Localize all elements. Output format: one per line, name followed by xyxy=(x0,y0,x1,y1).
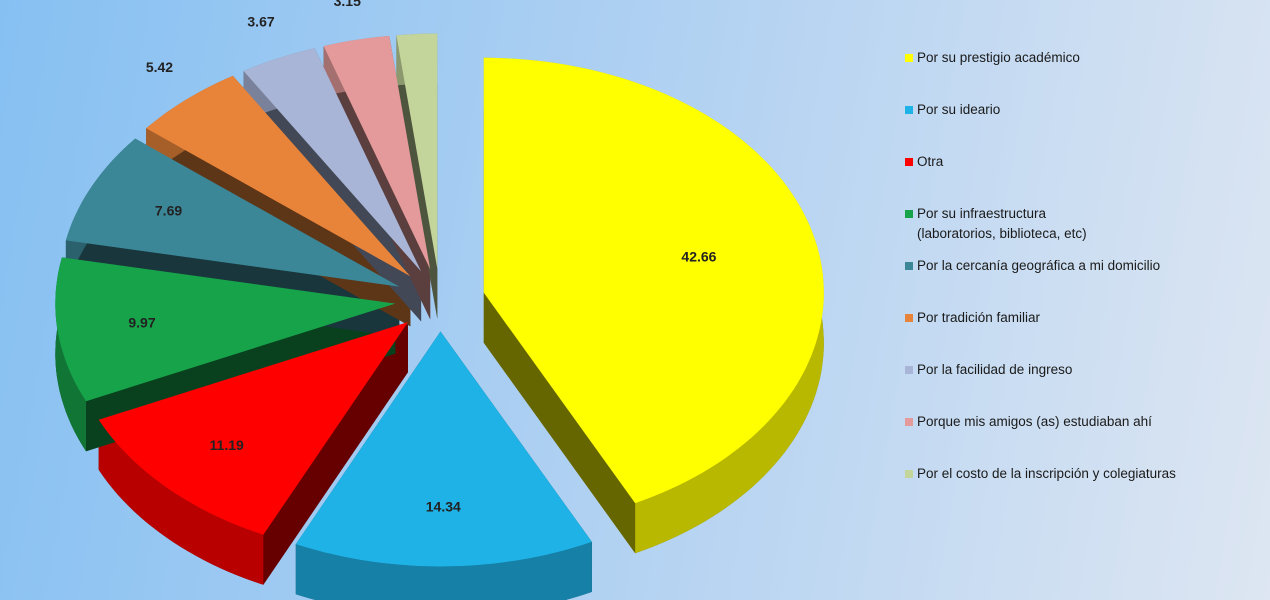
legend-entry: Por la facilidad de ingreso xyxy=(905,360,1073,380)
slice-radial-side xyxy=(396,35,438,319)
data-label: 3.15 xyxy=(334,0,361,9)
data-label: 3.67 xyxy=(247,13,274,29)
legend-label: Por el costo de la inscripción y colegia… xyxy=(917,466,1176,481)
legend-swatch xyxy=(905,106,913,114)
legend-label: Por su ideario xyxy=(917,102,1001,117)
slice xyxy=(146,75,411,277)
data-label: 42.66 xyxy=(681,249,716,265)
legend-entry: Por la cercanía geográfica a mi domicili… xyxy=(905,256,1161,276)
legend-swatch xyxy=(905,54,913,62)
data-label: 1.92 xyxy=(401,0,428,3)
legend-label: Por su prestigio académico xyxy=(917,50,1080,65)
legend-swatch xyxy=(905,470,913,478)
slice xyxy=(396,33,438,269)
legend-label: Por la facilidad de ingreso xyxy=(917,362,1073,377)
slice-tops: 42.66 14.34 11.19 9.97 7.69 5.42 3.67 3.15 1.92 xyxy=(55,0,824,567)
slice xyxy=(55,257,396,402)
legend-label: Por tradición familiar xyxy=(917,310,1041,325)
legend-entry: Por tradición familiar xyxy=(905,308,1041,328)
slice xyxy=(295,331,592,567)
slice xyxy=(323,36,431,270)
legend-swatch xyxy=(905,418,913,426)
slice-outer-side xyxy=(98,419,264,585)
data-label: 9.97 xyxy=(128,315,155,331)
legend-label: Otra xyxy=(917,154,944,169)
data-label: 5.42 xyxy=(146,59,173,75)
slice xyxy=(243,48,422,272)
legend-label: Por la cercanía geográfica a mi domicili… xyxy=(917,258,1161,273)
legend-entry: Por su prestigio académico xyxy=(905,48,1080,68)
slice xyxy=(483,57,824,504)
legend-swatch xyxy=(905,314,913,322)
slice-radial-side xyxy=(263,322,408,585)
data-label: 11.19 xyxy=(210,437,244,453)
legend-entry: Por su ideario xyxy=(905,100,1001,120)
chart: 42.66 14.34 11.19 9.97 7.69 5.42 3.67 3.15 1.92 xyxy=(55,0,824,600)
legend-swatch xyxy=(905,366,913,374)
legend-entry: Otra xyxy=(905,152,944,172)
legend-swatch xyxy=(905,210,913,218)
legend-label: Porque mis amigos (as) estudiaban ahí xyxy=(917,414,1152,429)
slice xyxy=(65,138,400,287)
data-label: 7.69 xyxy=(155,202,182,218)
data-label: 14.34 xyxy=(426,498,461,514)
legend-swatch xyxy=(905,262,913,270)
slice xyxy=(98,322,408,535)
slice-radial-side xyxy=(483,292,636,554)
slice-outer-side xyxy=(55,257,86,452)
legend-entry: Porque mis amigos (as) estudiaban ahí xyxy=(905,412,1152,432)
legend-entry: Por el costo de la inscripción y colegia… xyxy=(905,464,1176,484)
slice-outer-side xyxy=(295,541,592,600)
legend-label: Por su infraestructura (laboratorios, bi… xyxy=(917,206,1087,241)
legend-swatch xyxy=(905,158,913,166)
legend-entry: Por su infraestructura (laboratorios, bi… xyxy=(905,204,1087,244)
